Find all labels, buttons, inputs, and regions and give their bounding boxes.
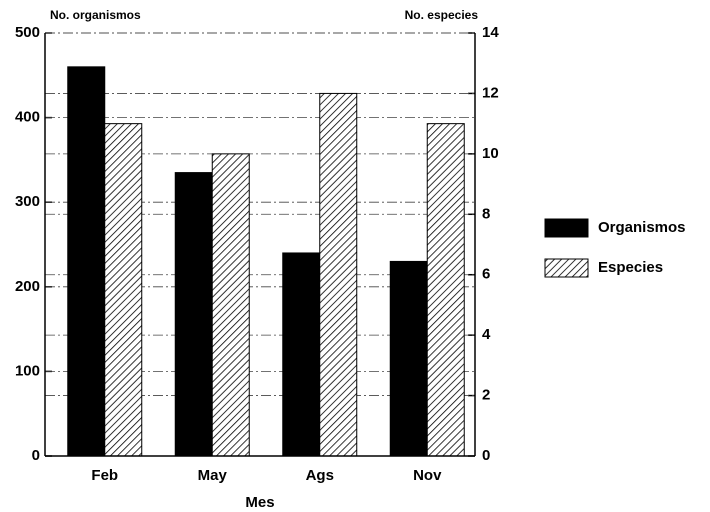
y-tick-label: 100 [15,362,40,379]
legend-label: Organismos [598,219,686,236]
y2-tick-label: 4 [482,326,491,343]
y-tick-label: 300 [15,193,40,210]
x-tick-label: Feb [91,467,118,484]
y-tick-label: 0 [32,447,40,464]
y2-tick-label: 12 [482,84,499,101]
y2-tick-label: 10 [482,145,499,162]
legend-swatch [544,258,589,278]
bar [174,172,213,457]
y2-tick-label: 14 [482,24,499,41]
y2-axis-label: No. especies [405,8,479,22]
bar [282,252,321,457]
bar [104,123,143,457]
y-axis-label: No. organismos [50,8,141,22]
x-tick-label: Nov [413,467,442,484]
legend-swatch [544,218,589,238]
x-tick-label: Ags [306,467,334,484]
bar [389,260,428,457]
x-axis-label: Mes [245,494,274,511]
y2-tick-label: 6 [482,266,490,283]
y-tick-label: 400 [15,109,40,126]
x-tick-label: May [198,467,228,484]
legend-label: Especies [598,259,663,276]
y2-tick-label: 2 [482,387,490,404]
y-tick-label: 200 [15,278,40,295]
bar [67,66,106,457]
bar [211,153,250,457]
y-tick-label: 500 [15,24,40,41]
bar [426,123,465,457]
y2-tick-label: 8 [482,205,490,222]
y2-tick-label: 0 [482,447,490,464]
bar [319,92,358,457]
